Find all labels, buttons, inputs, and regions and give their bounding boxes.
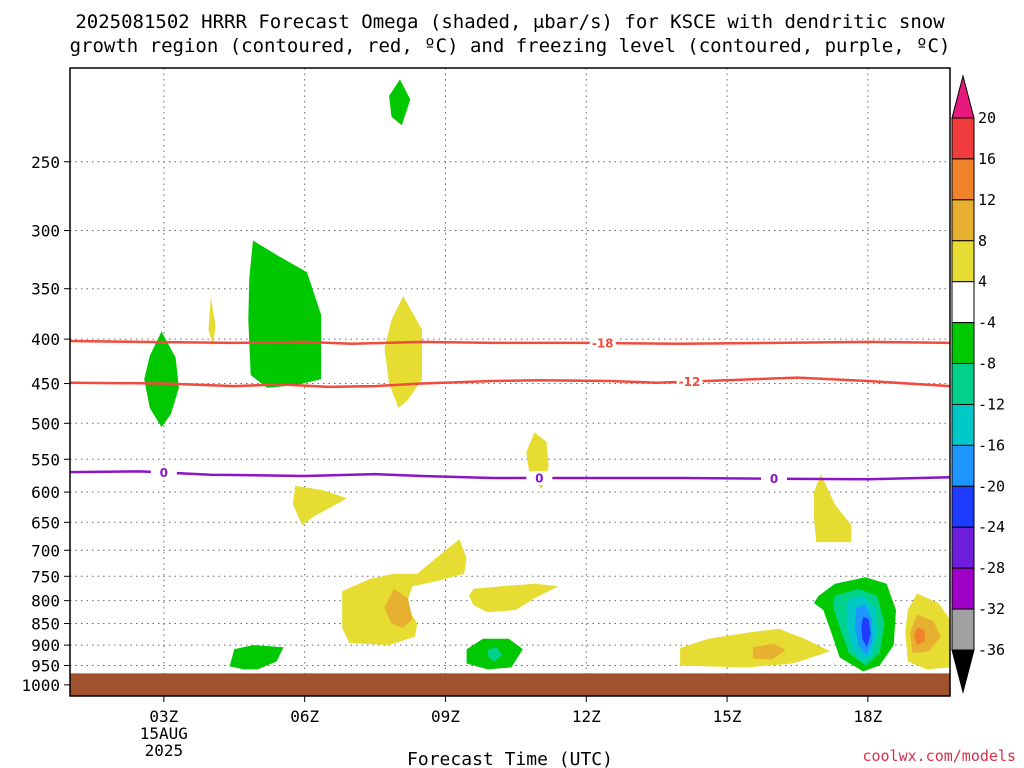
colorbar-label: 12	[978, 191, 996, 209]
contour-label--18: -18	[592, 337, 614, 351]
colorbar-bin	[951, 322, 975, 365]
y-tick-label: 850	[31, 615, 60, 634]
contour-layer: -18 -12 0 0 0	[70, 336, 950, 486]
y-tick-label: 350	[31, 280, 60, 299]
omega-region-orange-08-820	[384, 588, 413, 628]
y-tick-label: 650	[31, 513, 60, 532]
omega-region-yellow-10-790	[468, 583, 559, 613]
x-tick-label: 15Z	[713, 707, 742, 726]
y-tick-label: 700	[31, 541, 60, 560]
colorbar-label: -28	[978, 559, 1005, 577]
terrain-fill	[70, 673, 950, 696]
omega-region-blue-18	[861, 616, 871, 648]
x-tick-label: 03Z	[149, 707, 178, 726]
contour-label--12: -12	[679, 375, 701, 389]
colorbar-label: 20	[978, 109, 996, 127]
y-tick-label: 950	[31, 656, 60, 675]
chart-title-line2: growth region (contoured, red, ºC) and f…	[70, 35, 951, 57]
colorbar-bin	[951, 526, 975, 569]
colorbar-bin	[951, 444, 975, 487]
omega-region-yellow-04-thin	[208, 297, 216, 347]
contour-label-bg	[526, 470, 553, 485]
colorbar-label: 4	[978, 273, 987, 291]
omega-region-yellow-0630-610	[292, 485, 347, 526]
colorbar-label: 8	[978, 232, 987, 250]
contour-label-bg	[589, 336, 616, 351]
colorbar-label: -32	[978, 600, 1005, 618]
contour-line-0	[70, 470, 950, 481]
colorbar-label: -12	[978, 395, 1005, 413]
omega-shading-layer	[144, 79, 950, 672]
colorbar-bottom-arrow	[951, 649, 975, 694]
y-tick-label: 250	[31, 153, 60, 172]
omega-region-yellow-17-630	[813, 474, 852, 543]
contour-label-0: 0	[160, 466, 168, 480]
colorbar-bin	[951, 485, 975, 528]
y-tick-label: 600	[31, 483, 60, 502]
x-tick-label: 06Z	[290, 707, 319, 726]
y-tick-label: 450	[31, 375, 60, 394]
contour-line--12	[70, 376, 950, 389]
y-tick-label: 800	[31, 592, 60, 611]
colorbar-bin	[951, 608, 975, 651]
y-tick-label: 900	[31, 636, 60, 655]
omega-region-green-0230-top	[389, 79, 411, 126]
colorbar-label: -20	[978, 477, 1005, 495]
chart-title-line1: 2025081502 HRRR Forecast Omega (shaded, …	[75, 11, 945, 33]
y-tick-label: 400	[31, 330, 60, 349]
x-tick-label: 12Z	[572, 707, 601, 726]
contour-label-0: 0	[535, 471, 543, 485]
colorbar-label: -16	[978, 436, 1005, 454]
x-tick-date: 15AUG	[140, 724, 188, 743]
colorbar-label: 16	[978, 150, 996, 168]
x-tick-label: 18Z	[853, 707, 882, 726]
contour-label-bg	[676, 374, 703, 389]
omega-region-yellow-08-400	[384, 296, 422, 408]
contour-label-bg	[761, 471, 787, 486]
y-tick-label: 750	[31, 567, 60, 586]
colorbar: 20 16 12 8 4 -4 -8 -12 -16 -20 -24 -28 -32 -36	[951, 74, 1005, 694]
contour-label-bg	[150, 465, 177, 480]
colorbar-bin	[951, 158, 975, 201]
y-tick-label: 550	[31, 450, 60, 469]
colorbar-top-arrow	[951, 74, 975, 119]
omega-region-yellow-08-800	[342, 539, 467, 646]
x-tick-year: 2025	[145, 741, 184, 760]
y-axis: 250 300 350 400 450 500 550 600 650 700 750 800 850 9…	[21, 153, 70, 695]
y-tick-label: 500	[31, 414, 60, 433]
y-tick-label: 1000	[21, 676, 60, 695]
contour-label-0: 0	[770, 472, 778, 486]
colorbar-bin	[951, 567, 975, 610]
colorbar-label: -36	[978, 641, 1005, 659]
colorbar-label: -24	[978, 518, 1005, 536]
colorbar-label: -4	[978, 314, 996, 332]
omega-region-green-03-450	[144, 331, 179, 428]
x-tick-label: 09Z	[431, 707, 460, 726]
omega-region-teal-10-930	[487, 647, 502, 662]
terrain-layer	[70, 673, 950, 696]
colorbar-bin	[951, 199, 975, 242]
colorbar-bin	[951, 403, 975, 446]
contour-line--18	[70, 339, 950, 346]
colorbar-bin	[951, 240, 975, 283]
colorbar-bin	[951, 281, 975, 324]
omega-region-orange2-1930-870	[913, 627, 926, 646]
credit-text: coolwx.com/models	[862, 747, 1016, 765]
colorbar-bin	[951, 363, 975, 405]
omega-region-orange-16-920	[752, 643, 786, 660]
plot-frame	[69, 67, 951, 697]
colorbar-bin	[951, 117, 975, 160]
omega-region-green-05-big	[248, 240, 322, 388]
y-tick-label: 300	[31, 222, 60, 241]
x-axis-title: Forecast Time (UTC)	[407, 749, 613, 768]
omega-region-green-05-940	[229, 645, 284, 670]
colorbar-label: -8	[978, 355, 996, 373]
